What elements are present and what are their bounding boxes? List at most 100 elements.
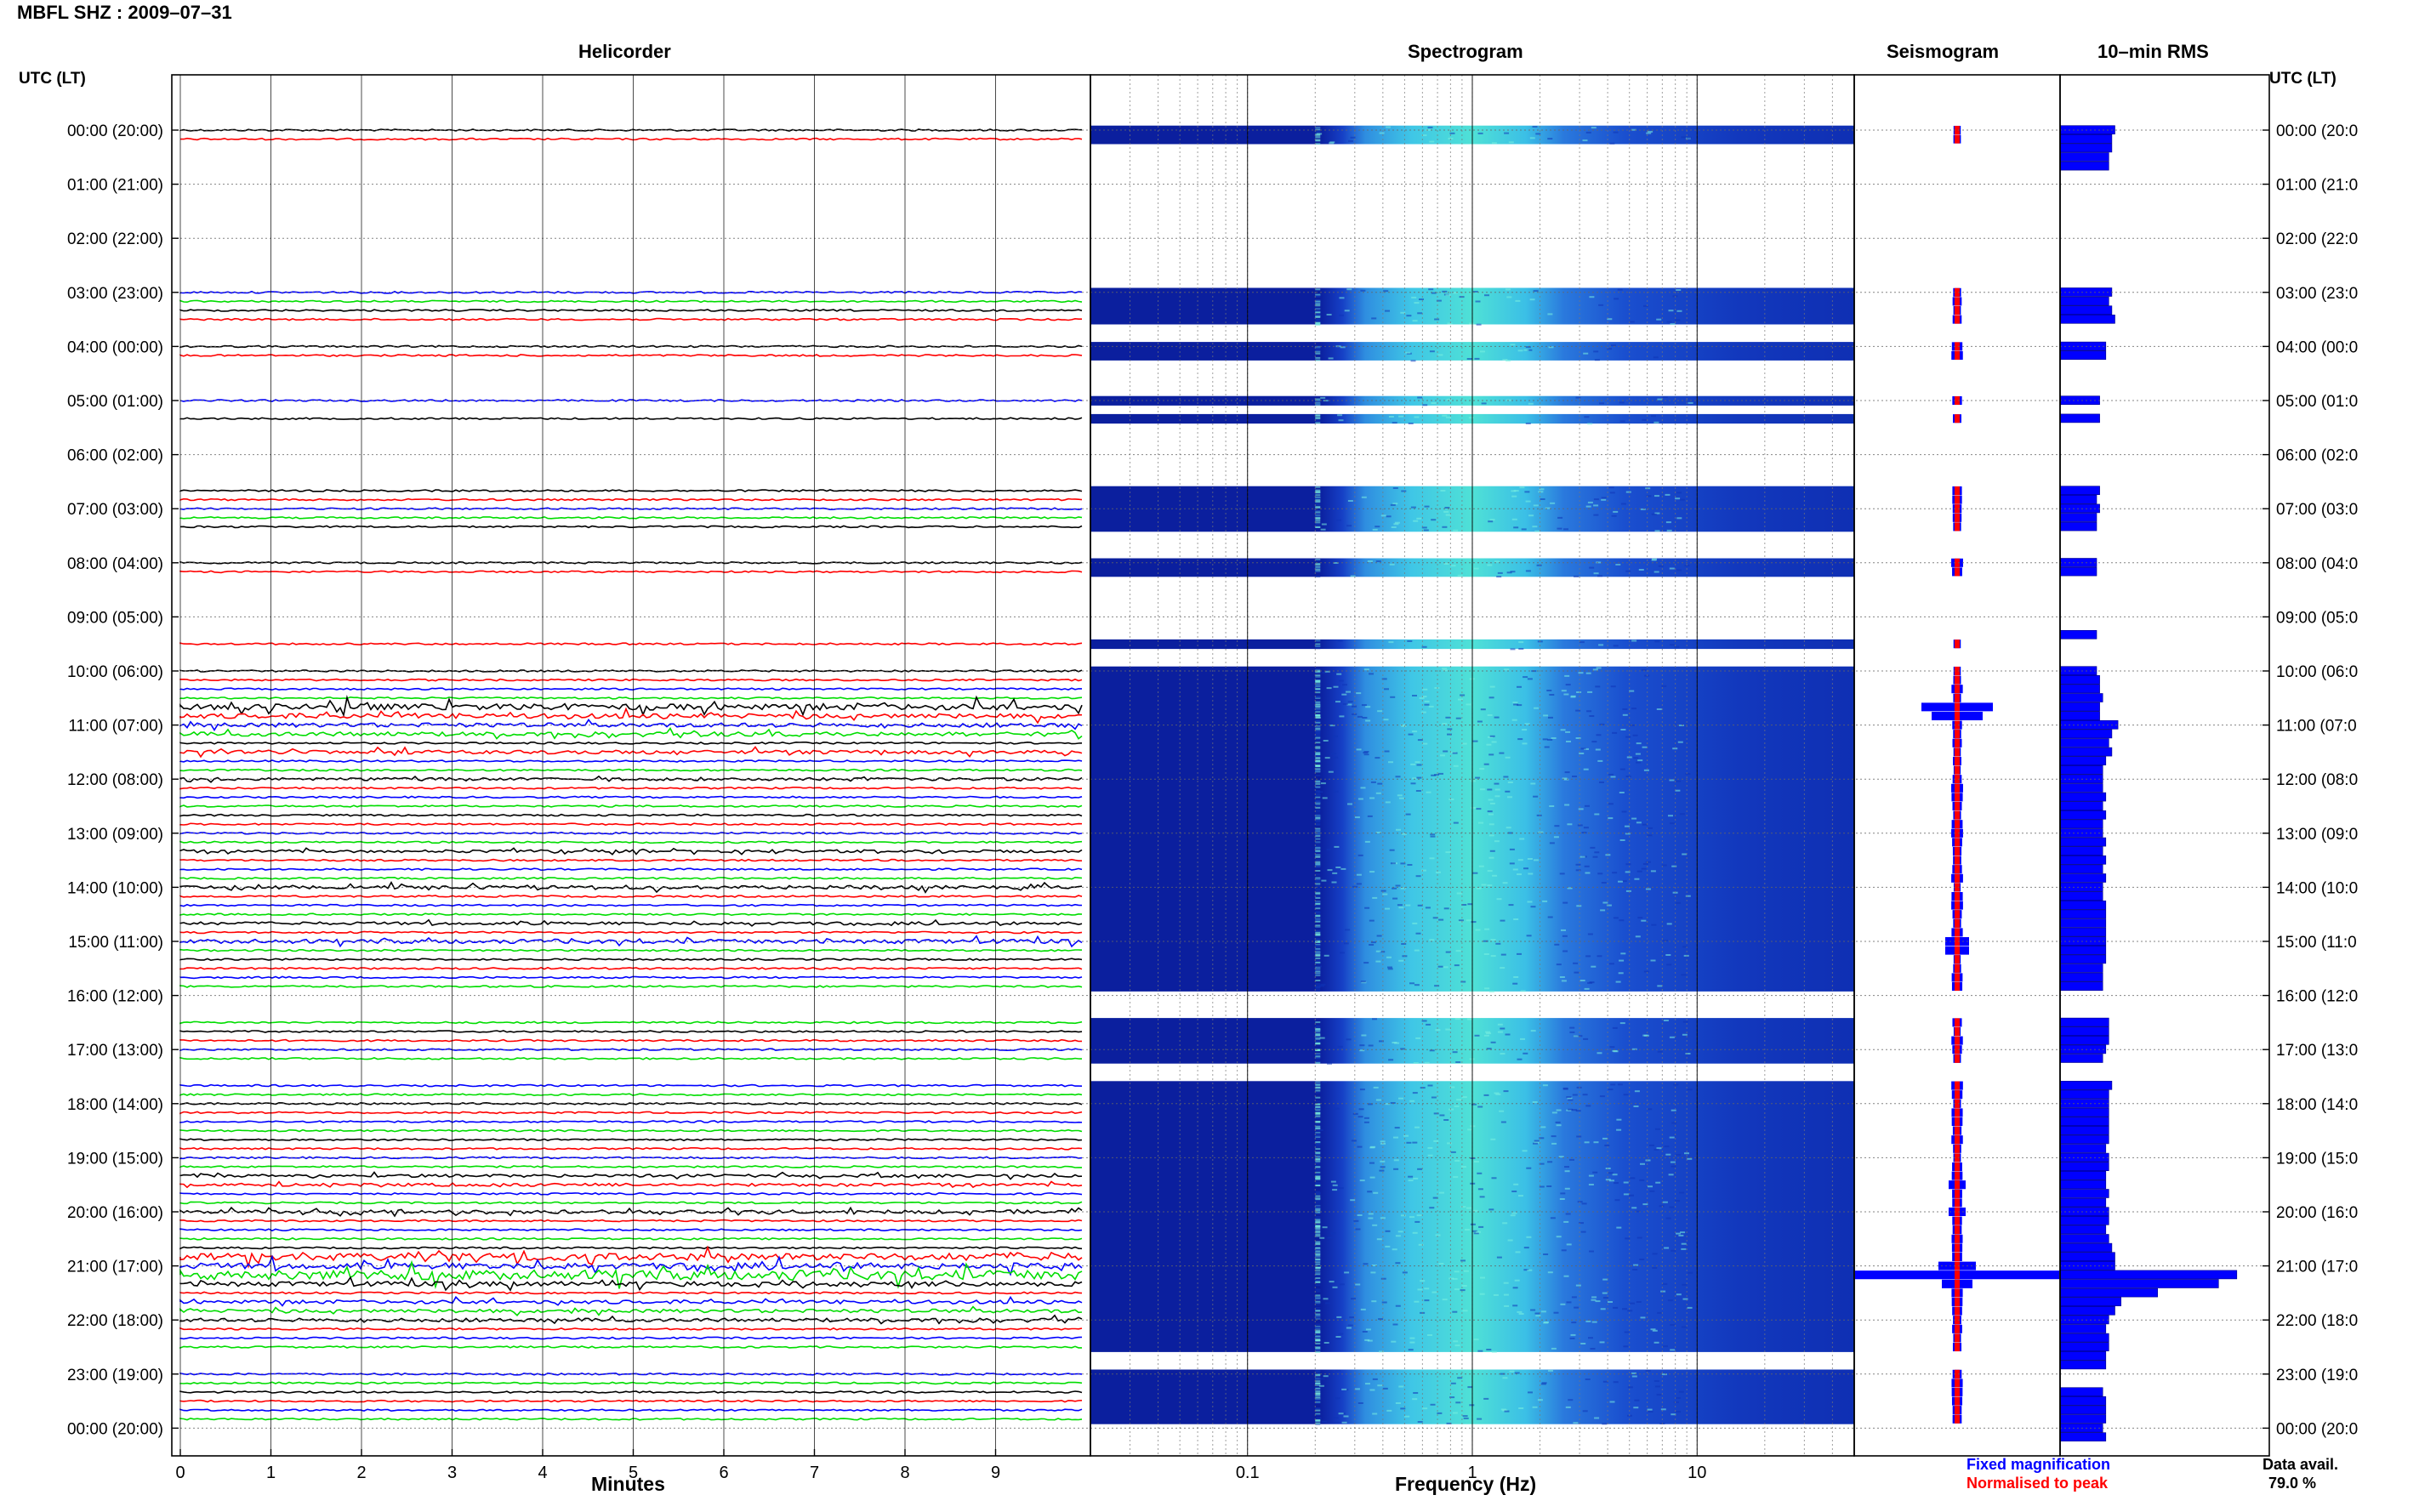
rms-bar <box>2059 1189 2109 1198</box>
helicorder-trace <box>179 795 1083 799</box>
helicorder-trace <box>179 1191 1083 1196</box>
rms-bar <box>2059 1162 2109 1171</box>
time-tick-label-right: 14:00 (10:0 <box>2276 879 2358 897</box>
rms-bar <box>2059 1017 2109 1027</box>
rms-bar <box>2059 1279 2219 1288</box>
helicorder-trace <box>179 1138 1083 1142</box>
helicorder-trace <box>179 1254 1083 1276</box>
rms-bar <box>2059 1089 2109 1100</box>
minutes-tick-label: 8 <box>900 1464 909 1482</box>
helicorder-trace <box>179 1259 1083 1290</box>
rms-bar <box>2059 963 2103 973</box>
rms-bar <box>2059 1216 2109 1225</box>
helicorder-trace <box>179 515 1083 520</box>
helicorder-trace <box>179 1408 1083 1413</box>
helicorder-trace <box>179 687 1082 691</box>
helicorder-trace <box>179 895 1083 898</box>
time-tick-label-left: 15:00 (11:00) <box>68 934 163 952</box>
rms-bar <box>2059 305 2113 315</box>
rms-bar <box>2059 901 2107 910</box>
time-tick-label-left: 01:00 (21:00) <box>67 177 163 195</box>
helicorder-trace <box>179 1327 1083 1331</box>
helicorder-trace <box>179 1048 1083 1052</box>
rms-bar <box>2059 792 2107 802</box>
helicorder-trace <box>179 1146 1083 1151</box>
rms-bar <box>2059 1225 2107 1235</box>
time-tick-label-right: 16:00 (12:0 <box>2276 988 2358 1006</box>
time-tick-label-right: 02:00 (22:0 <box>2276 230 2358 248</box>
helicorder-trace <box>179 1030 1083 1033</box>
minutes-axis-label: Minutes <box>591 1473 665 1495</box>
time-tick-label-left: 00:00 (20:00) <box>67 1420 163 1438</box>
rms-bar <box>2059 1315 2109 1325</box>
time-tick-label-right: 08:00 (04:0 <box>2276 555 2358 573</box>
helicorder-trace <box>179 741 1083 745</box>
helicorder-trace <box>179 975 1083 980</box>
helicorder-trace <box>179 746 1083 759</box>
time-tick-label-right: 13:00 (09:0 <box>2276 826 2358 844</box>
rms-bar <box>2059 350 2107 361</box>
rms-bar <box>2059 1405 2107 1415</box>
helicorder-trace <box>179 497 1083 502</box>
helicorder-trace <box>179 948 1083 952</box>
rms-bar <box>2059 134 2113 144</box>
helicorder-trace <box>179 507 1083 511</box>
rms-bar <box>2059 756 2107 766</box>
frequency-tick-label: 10 <box>1688 1464 1706 1482</box>
rms-bar <box>2059 1126 2109 1135</box>
rms-bar <box>2059 1036 2109 1045</box>
helicorder-trace <box>179 1206 1083 1218</box>
rms-bar <box>2059 873 2107 883</box>
rms-bar <box>2059 954 2107 964</box>
helicorder-trace <box>179 1276 1083 1292</box>
rms-bar <box>2059 1306 2115 1316</box>
helicorder-trace <box>179 881 1083 894</box>
helicorder-trace <box>179 903 1083 907</box>
rms-bar <box>2059 702 2100 712</box>
rms-bar <box>2059 1351 2107 1361</box>
helicorder-trace <box>179 1390 1083 1394</box>
time-tick-label-left: 17:00 (13:00) <box>67 1042 163 1060</box>
helicorder-trace <box>179 719 1083 732</box>
helicorder-trace <box>179 1381 1083 1385</box>
rms-bar <box>2059 1207 2109 1216</box>
rms-bar <box>2059 891 2103 901</box>
helicorder-trace <box>179 1180 1083 1189</box>
time-tick-label-right: 05:00 (01:0 <box>2276 393 2358 411</box>
helicorder-trace <box>179 1128 1083 1133</box>
rms-bar <box>2059 693 2103 702</box>
minutes-tick-label: 3 <box>447 1464 457 1482</box>
time-tick-label-right: 00:00 (20:0 <box>2276 122 2358 140</box>
helicorder-trace <box>179 1305 1083 1316</box>
helicorder-trace <box>179 1093 1083 1097</box>
rms-bar <box>2059 729 2113 739</box>
seismogram-title: Seismogram <box>1887 41 2000 62</box>
rms-bar <box>2059 1152 2109 1162</box>
rms-bar <box>2059 1081 2113 1090</box>
rms-bar <box>2059 783 2103 793</box>
helicorder-trace <box>179 669 1083 673</box>
minutes-tick-label: 2 <box>356 1464 366 1482</box>
helicorder-trace <box>179 399 1083 402</box>
rms-bar <box>2059 1387 2103 1396</box>
helicorder-trace <box>179 1120 1083 1123</box>
helicorder-trace <box>179 417 1083 421</box>
time-tick-label-right: 15:00 (11:0 <box>2276 934 2357 952</box>
data-avail-label: Data avail. <box>2262 1456 2339 1473</box>
helicorder-trace <box>179 727 1083 740</box>
helicorder-trace <box>179 1083 1083 1088</box>
rms-bar <box>2059 674 2100 685</box>
rms-bar <box>2059 152 2109 162</box>
time-tick-label-right: 03:00 (23:0 <box>2276 285 2358 303</box>
rms-bar <box>2059 1261 2115 1270</box>
minutes-tick-label: 0 <box>175 1464 185 1482</box>
time-tick-label-left: 20:00 (16:00) <box>67 1204 163 1222</box>
rms-bar <box>2059 1171 2107 1180</box>
rms-bar <box>2059 1270 2238 1280</box>
rms-bar <box>2059 837 2107 847</box>
helicorder-trace <box>179 290 1083 294</box>
rms-bar <box>2059 1242 2113 1253</box>
time-tick-label-left: 02:00 (22:00) <box>67 230 163 248</box>
time-tick-label-left: 13:00 (09:00) <box>67 826 163 844</box>
